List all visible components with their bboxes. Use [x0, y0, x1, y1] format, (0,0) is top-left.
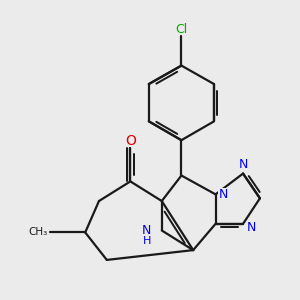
- Text: CH₃: CH₃: [29, 227, 48, 237]
- Text: N: N: [142, 224, 152, 237]
- Bar: [124, 135, 136, 147]
- Text: H: H: [143, 236, 151, 247]
- Bar: [138, 224, 156, 237]
- Text: O: O: [125, 134, 136, 148]
- Bar: [172, 23, 190, 35]
- Text: N: N: [238, 158, 248, 171]
- Text: N: N: [219, 188, 228, 201]
- Bar: [218, 188, 229, 200]
- Bar: [246, 222, 258, 234]
- Text: Cl: Cl: [175, 22, 188, 36]
- Bar: [237, 159, 249, 171]
- Text: N: N: [247, 221, 256, 234]
